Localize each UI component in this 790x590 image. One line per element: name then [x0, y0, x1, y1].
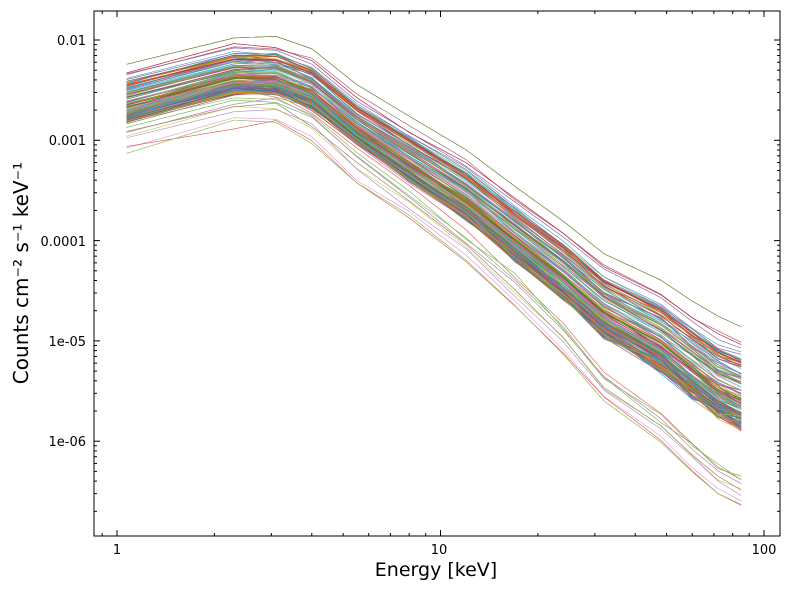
spectrum-series-236 — [126, 59, 742, 374]
y-tick-label-0.0001: 0.0001 — [41, 235, 87, 250]
spectrum-series-208 — [126, 97, 742, 480]
y-tick-label-1e-06: 1e-06 — [48, 435, 86, 450]
x-tick-label-1: 1 — [113, 543, 121, 558]
spectrum-series-288 — [126, 81, 742, 409]
spectrum-series-273 — [126, 58, 742, 362]
spectrum-series-218 — [126, 66, 742, 382]
spectrum-series-289 — [126, 85, 742, 418]
spectrum-series-286 — [126, 80, 742, 402]
spectrum-series-246 — [126, 74, 742, 391]
spectrum-series-62 — [126, 71, 742, 391]
spectrum-series-290 — [126, 90, 742, 424]
spectrum-series-287 — [126, 66, 742, 378]
spectrum-series-244 — [126, 47, 742, 349]
y-tick-label-0.01: 0.01 — [57, 34, 86, 49]
spectrum-series-294 — [126, 87, 742, 428]
spectrum-series-32 — [126, 99, 742, 481]
spectrum-series-275 — [126, 87, 742, 417]
spectrum-series-238 — [126, 119, 742, 506]
spectrum-series-274 — [126, 67, 742, 383]
spectrum-series-271 — [126, 57, 742, 367]
spectrum-series-293 — [126, 43, 742, 345]
spectrum-series-217 — [126, 102, 742, 491]
spectrum-series-272 — [126, 66, 742, 384]
spectrum-series-248 — [126, 72, 742, 391]
y-tick-label-0.001: 0.001 — [49, 134, 86, 149]
x-tick-label-10: 10 — [431, 543, 448, 558]
spectrum-series-206 — [126, 73, 742, 395]
x-tick-label-100: 100 — [752, 543, 777, 558]
y-axis-label: Counts cm⁻² s⁻¹ keV⁻¹ — [9, 162, 33, 384]
major-ticks — [94, 11, 780, 536]
spectrum-series-295 — [126, 92, 742, 429]
spectrum-series-299 — [126, 61, 742, 375]
spectrum-series-291 — [126, 55, 742, 364]
spectrum-series-267 — [126, 52, 742, 360]
spectrum-series-233 — [126, 58, 742, 368]
plot-frame — [93, 10, 781, 537]
spectrum-series-279 — [126, 80, 742, 407]
spectrum-series-63 — [126, 120, 742, 505]
spectrum-series-56 — [126, 117, 742, 502]
spectrum-series-204 — [126, 53, 742, 355]
spectrum-series-296 — [126, 82, 742, 409]
spectrum-series-3 — [126, 91, 742, 477]
spectrum-series-297 — [126, 92, 742, 430]
series-layer — [126, 36, 742, 506]
x-axis-label: Energy [keV] — [375, 559, 497, 581]
spectrum-series-216 — [126, 97, 742, 484]
y-tick-label-1e-05: 1e-05 — [48, 335, 86, 350]
spectrum-series-192 — [126, 36, 742, 328]
spectrum-series-298 — [126, 92, 742, 416]
spectrum-series-54 — [126, 109, 742, 496]
spectrum-series-292 — [126, 76, 742, 400]
